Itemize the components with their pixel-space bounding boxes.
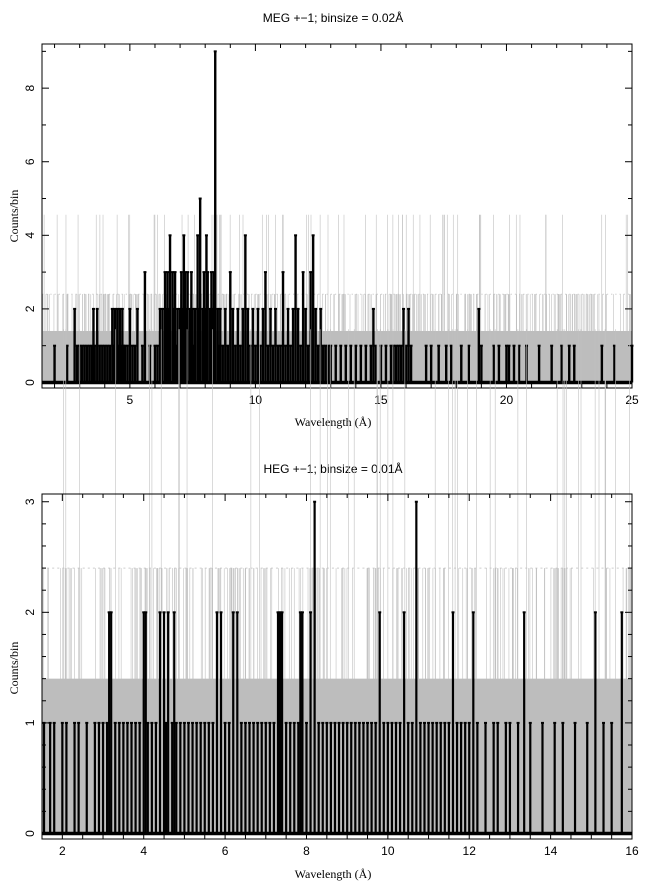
meg-chart: MEG +−1; binsize = 0.02Å Wavelength (Å) … [7, 10, 639, 429]
meg-y-tick-label: 2 [23, 305, 37, 312]
meg-x-tick-label: 10 [249, 393, 263, 407]
heg-x-tick-label: 16 [625, 844, 639, 858]
heg-x-tick-label: 2 [59, 844, 66, 858]
meg-x-tick-label: 25 [625, 393, 639, 407]
heg-x-tick-label: 4 [140, 844, 147, 858]
heg-y-tick-label: 1 [23, 719, 37, 726]
heg-chart: HEG +−1; binsize = 0.01Å Wavelength (Å) … [7, 329, 639, 881]
meg-histogram [53, 50, 634, 383]
heg-y-tick-label: 0 [23, 830, 37, 837]
meg-y-tick-label: 6 [23, 158, 37, 165]
heg-y-axis-label: Counts/bin [7, 642, 21, 695]
meg-background-band [42, 330, 632, 383]
meg-chart-title: MEG +−1; binsize = 0.02Å [263, 10, 403, 25]
meg-y-tick-label: 4 [23, 232, 37, 239]
meg-y-tick-label: 0 [23, 379, 37, 386]
meg-x-tick-label: 15 [374, 393, 388, 407]
heg-x-axis-label: Wavelength (Å) [295, 867, 372, 881]
meg-x-tick-label: 20 [500, 393, 514, 407]
heg-x-tick-label: 12 [463, 844, 477, 858]
heg-chart-title: HEG +−1; binsize = 0.01Å [263, 461, 402, 476]
heg-histogram [42, 500, 624, 834]
meg-x-axis-label: Wavelength (Å) [295, 415, 372, 429]
meg-y-axis-label: Counts/bin [7, 190, 21, 243]
heg-x-tick-label: 8 [303, 844, 310, 858]
heg-x-tick-label: 6 [222, 844, 229, 858]
heg-plot-frame [41, 493, 633, 840]
meg-x-tick-label: 5 [127, 393, 134, 407]
heg-x-tick-label: 10 [381, 844, 395, 858]
heg-y-tick-label: 3 [23, 498, 37, 505]
meg-y-tick-label: 8 [23, 84, 37, 91]
heg-y-tick-label: 2 [23, 609, 37, 616]
heg-x-tick-label: 14 [544, 844, 558, 858]
meg-plot-frame [41, 43, 633, 389]
